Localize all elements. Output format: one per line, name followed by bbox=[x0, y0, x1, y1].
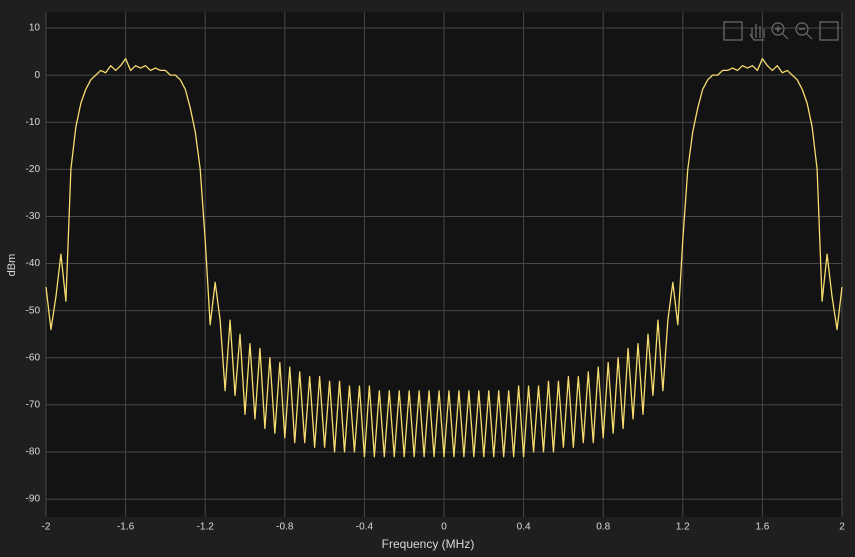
y-tick-label: 0 bbox=[34, 70, 40, 81]
y-tick-label: -80 bbox=[26, 447, 41, 458]
y-tick-label: -60 bbox=[26, 352, 41, 363]
zoom-in-button[interactable] bbox=[771, 22, 785, 36]
x-tick-label: -1.2 bbox=[197, 522, 215, 533]
y-tick-label: -70 bbox=[26, 400, 41, 411]
x-tick-label: 0.8 bbox=[596, 522, 610, 533]
y-axis-label: dBm bbox=[6, 254, 18, 277]
y-tick-label: -30 bbox=[26, 211, 41, 222]
x-axis-label: Frequency (MHz) bbox=[382, 537, 475, 551]
y-tick-label: -90 bbox=[26, 494, 41, 505]
x-tick-label: -2 bbox=[42, 522, 51, 533]
zoom-out-button[interactable] bbox=[795, 22, 809, 36]
y-tick-label: -40 bbox=[26, 258, 41, 269]
line-series bbox=[45, 57, 843, 458]
x-tick-label: -0.8 bbox=[276, 522, 294, 533]
restore-view-button[interactable] bbox=[723, 21, 743, 41]
autoscale-button[interactable] bbox=[819, 21, 839, 41]
x-tick-label: 0.4 bbox=[517, 522, 531, 533]
pan-button[interactable] bbox=[749, 24, 765, 41]
x-tick-label: 1.2 bbox=[676, 522, 690, 533]
y-tick-label: 10 bbox=[29, 23, 41, 34]
y-tick-label: -20 bbox=[26, 164, 41, 175]
toolbar bbox=[723, 21, 839, 41]
x-tick-label: 1.6 bbox=[755, 522, 769, 533]
x-tick-label: 2 bbox=[839, 522, 845, 533]
x-tick-label: -0.4 bbox=[356, 522, 374, 533]
y-tick-label: -10 bbox=[26, 117, 41, 128]
x-tick-label: 0 bbox=[441, 522, 447, 533]
y-tick-label: -50 bbox=[26, 305, 41, 316]
x-tick-label: -1.6 bbox=[117, 522, 135, 533]
